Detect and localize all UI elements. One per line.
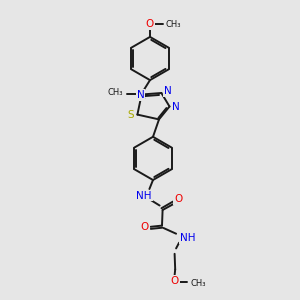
Text: CH₃: CH₃ xyxy=(166,20,181,29)
Text: S: S xyxy=(128,110,134,120)
Text: NH: NH xyxy=(136,190,152,201)
Text: O: O xyxy=(174,194,182,204)
Text: O: O xyxy=(170,276,179,286)
Text: O: O xyxy=(140,222,149,232)
Text: CH₃: CH₃ xyxy=(107,88,123,97)
Text: N: N xyxy=(172,102,180,112)
Text: NH: NH xyxy=(180,233,196,243)
Text: CH₃: CH₃ xyxy=(190,279,206,288)
Text: N: N xyxy=(164,86,171,97)
Text: O: O xyxy=(146,19,154,29)
Text: N: N xyxy=(136,90,144,100)
